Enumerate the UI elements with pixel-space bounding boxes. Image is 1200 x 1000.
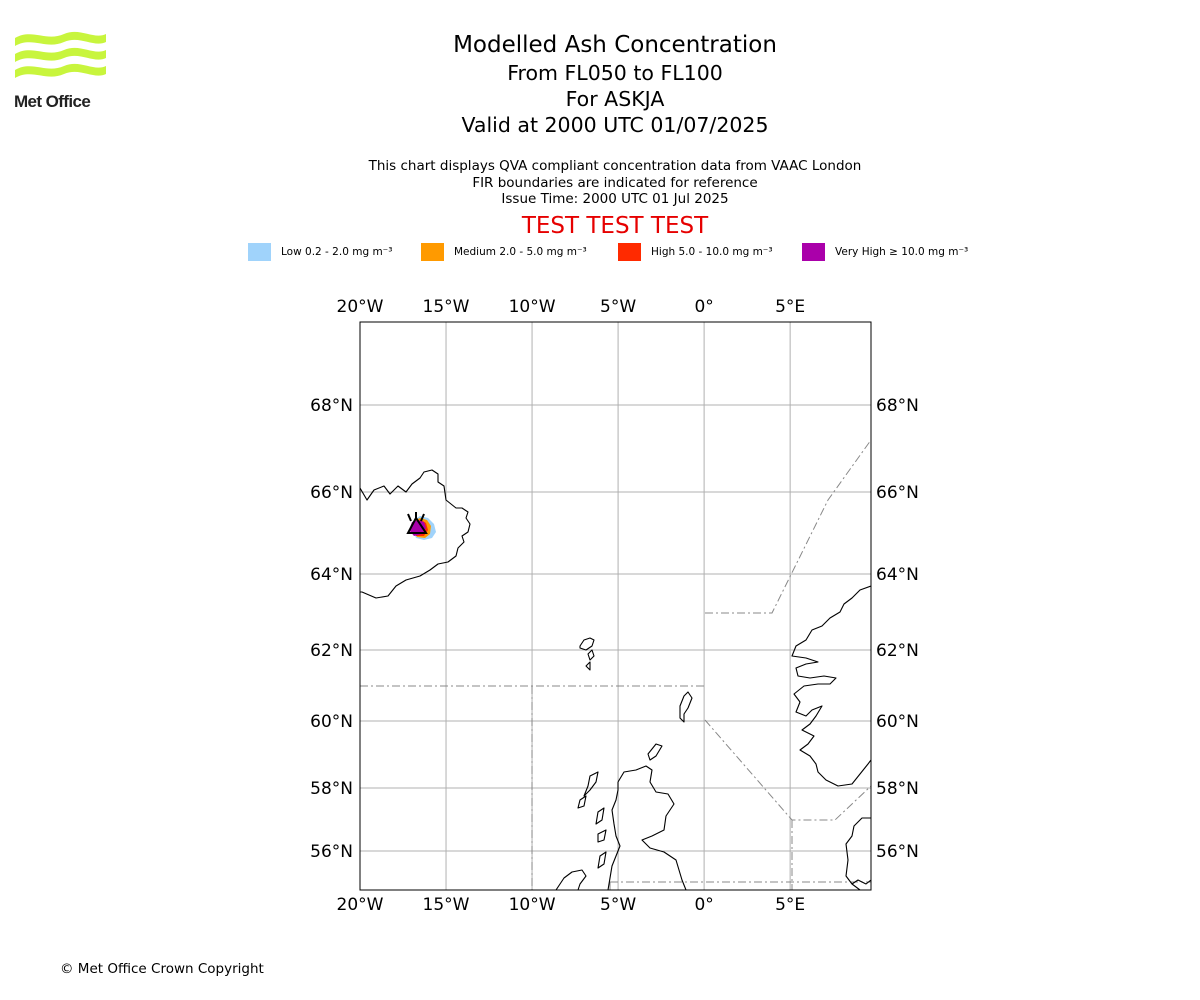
logo-wordmark: Met Office: [14, 92, 91, 111]
legend-label-high: High 5.0 - 10.0 mg m⁻³: [651, 246, 773, 258]
lon-tick-label-top: 0°: [694, 297, 713, 317]
lon-tick-label-bottom: 5°E: [775, 895, 805, 915]
fir-boundary: [705, 439, 871, 614]
legend-label-very-high: Very High ≥ 10.0 mg m⁻³: [835, 246, 969, 258]
fir-boundary: [704, 719, 871, 821]
subtitle-fir: FIR boundaries are indicated for referen…: [472, 174, 758, 191]
lat-tick-label-left: 60°N: [310, 712, 353, 732]
ash-concentration-map: 20°W 20°W 15°W 15°W 10°W 10°W 5°W 5°W 0° 0° 5°E 5°E…: [310, 297, 919, 915]
lon-tick-label-bottom: 10°W: [509, 895, 556, 915]
shetland-coastline: [647, 691, 693, 761]
hebrides-coastline: [577, 771, 607, 869]
lon-tick-label-bottom: 15°W: [423, 895, 470, 915]
coastlines: [360, 469, 871, 890]
legend-label-medium: Medium 2.0 - 5.0 mg m⁻³: [454, 246, 587, 258]
ireland-coastline: [555, 869, 587, 890]
lat-tick-label-right: 56°N: [876, 842, 919, 862]
lat-tick-label-right: 64°N: [876, 565, 919, 585]
subtitle-issue-time: Issue Time: 2000 UTC 01 Jul 2025: [501, 191, 729, 207]
lon-tick-label-top: 20°W: [337, 297, 384, 317]
chart-title: Modelled Ash Concentration: [453, 32, 777, 58]
legend-item-very-high: Very High ≥ 10.0 mg m⁻³: [802, 243, 968, 261]
lon-tick-label-top: 10°W: [509, 297, 556, 317]
legend-swatch-very-high: [802, 243, 825, 261]
faroe-islands-coastline: [579, 637, 595, 671]
valid-time: Valid at 2000 UTC 01/07/2025: [461, 113, 769, 137]
map-frame: [359, 321, 872, 891]
scotland-coastline: [607, 765, 687, 890]
norway-coastline: [791, 585, 871, 787]
map-background: [360, 322, 871, 890]
lon-tick-label-top: 5°E: [775, 297, 805, 317]
met-office-logo: Met Office: [14, 30, 110, 112]
flight-level-range: From FL050 to FL100: [507, 61, 723, 85]
legend-item-high: High 5.0 - 10.0 mg m⁻³: [618, 243, 773, 261]
iceland-coastline: [360, 469, 471, 599]
lon-tick-label-bottom: 0°: [694, 895, 713, 915]
lat-tick-label-right: 58°N: [876, 779, 919, 799]
lon-tick-label-top: 5°W: [600, 297, 636, 317]
volcano-marker-icon: [406, 512, 428, 534]
lon-tick-label-top: 15°W: [423, 297, 470, 317]
lat-tick-label-right: 62°N: [876, 641, 919, 661]
lat-tick-label-left: 64°N: [310, 565, 353, 585]
legend-label-low: Low 0.2 - 2.0 mg m⁻³: [281, 246, 393, 258]
lon-tick-label-bottom: 5°W: [600, 895, 636, 915]
legend-swatch-low: [248, 243, 271, 261]
copyright-notice: © Met Office Crown Copyright: [60, 961, 264, 977]
legend-item-low: Low 0.2 - 2.0 mg m⁻³: [248, 243, 392, 261]
chart-title-block: Modelled Ash Concentration From FL050 to…: [315, 30, 915, 138]
lat-tick-label-right: 68°N: [876, 396, 919, 416]
axis-labels: 20°W 20°W 15°W 15°W 10°W 10°W 5°W 5°W 0° 0° 5°E 5°E…: [310, 297, 919, 915]
lat-tick-label-left: 66°N: [310, 483, 353, 503]
chart-subtitle-block: This chart displays QVA compliant concen…: [315, 158, 915, 208]
fir-boundaries: [360, 439, 871, 890]
lon-tick-label-bottom: 20°W: [337, 895, 384, 915]
volcano-name: For ASKJA: [565, 87, 665, 111]
map-features: [360, 439, 871, 890]
lat-tick-label-left: 56°N: [310, 842, 353, 862]
lat-tick-label-left: 68°N: [310, 396, 353, 416]
lat-tick-label-left: 58°N: [310, 779, 353, 799]
legend-swatch-high: [618, 243, 641, 261]
lat-tick-label-left: 62°N: [310, 641, 353, 661]
test-banner: TEST TEST TEST: [521, 213, 709, 239]
sweden-denmark-coastline: [845, 817, 871, 890]
met-office-wave-icon: [15, 31, 106, 78]
lat-tick-label-right: 66°N: [876, 483, 919, 503]
lat-tick-label-right: 60°N: [876, 712, 919, 732]
legend-item-medium: Medium 2.0 - 5.0 mg m⁻³: [421, 243, 587, 261]
legend-swatch-medium: [421, 243, 444, 261]
subtitle-qva: This chart displays QVA compliant concen…: [368, 158, 862, 174]
